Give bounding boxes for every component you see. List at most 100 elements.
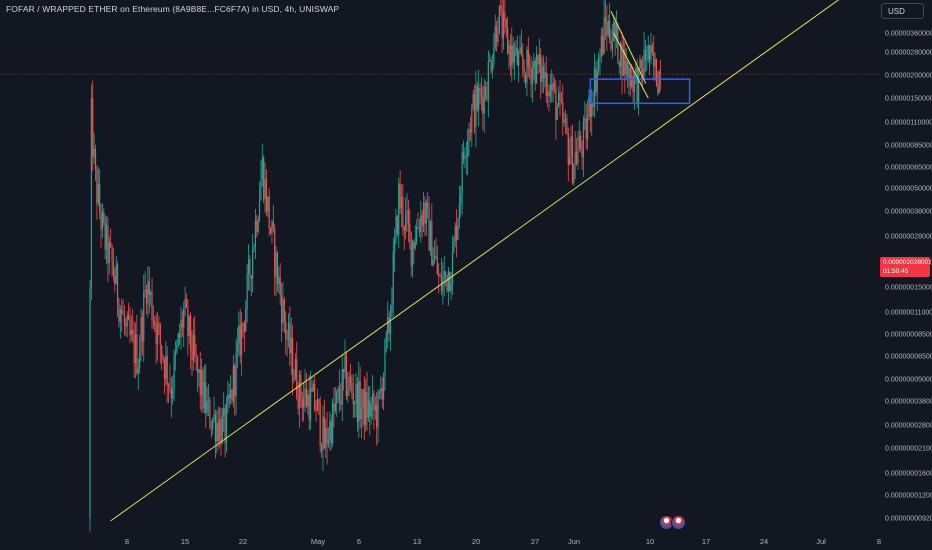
- candle-body: [272, 221, 274, 229]
- candle-body: [297, 397, 299, 409]
- candle-body: [305, 388, 307, 407]
- candle-body: [362, 389, 364, 409]
- candle-body: [300, 375, 302, 400]
- candle-body: [319, 403, 321, 446]
- candle-body: [235, 350, 237, 397]
- candle-body: [108, 242, 110, 263]
- candle-body: [218, 419, 221, 441]
- candle-body: [345, 355, 347, 397]
- candle-body: [556, 107, 558, 121]
- candle-body: [538, 54, 540, 65]
- candle-body: [613, 21, 615, 42]
- x-tick-label: 6: [357, 537, 361, 546]
- candle-body: [336, 391, 338, 404]
- x-tick-label: Jun: [568, 537, 580, 546]
- candle-body: [101, 211, 104, 230]
- candle-body: [323, 416, 325, 448]
- candle-body: [435, 255, 437, 258]
- candle-body: [549, 84, 551, 97]
- candle-body: [622, 49, 625, 77]
- candle-body: [564, 118, 567, 121]
- x-tick-label: 8: [125, 537, 129, 546]
- candle-body: [518, 53, 520, 66]
- candle-body: [588, 96, 590, 117]
- candle-body: [358, 381, 360, 422]
- candle-body: [575, 152, 578, 164]
- candle-body: [486, 97, 488, 100]
- candle-body: [545, 72, 547, 97]
- candle-body: [121, 309, 123, 314]
- candle-body: [484, 86, 487, 98]
- candle-body: [298, 375, 301, 409]
- candle-body: [421, 215, 423, 226]
- x-axis[interactable]: 8 15 22 May 6 13 20 27 Jun 10 17 24 Jul 8: [125, 537, 881, 546]
- candle-body: [257, 220, 259, 233]
- candle-body: [611, 41, 613, 50]
- candle-body: [289, 323, 291, 354]
- candle-body: [290, 337, 292, 354]
- candle-body: [395, 216, 397, 240]
- candle-body: [621, 43, 623, 77]
- candle-body: [643, 49, 645, 77]
- candle-body: [513, 53, 516, 63]
- candle-body: [577, 149, 579, 164]
- candle-body: [422, 202, 425, 226]
- candle-body: [314, 383, 316, 410]
- candle-body: [198, 369, 200, 374]
- candle-body: [347, 390, 349, 397]
- candle-body: [573, 164, 575, 183]
- candle-body: [602, 35, 604, 54]
- candle-body: [326, 427, 328, 445]
- candle-body: [245, 309, 247, 332]
- candles-layer: [89, 0, 662, 532]
- candle-body: [125, 324, 127, 327]
- candle-body: [487, 61, 489, 100]
- candle-body: [224, 408, 226, 443]
- candle-body: [624, 49, 626, 75]
- candle-body: [657, 85, 659, 94]
- candle-body: [385, 332, 387, 340]
- candle-body: [432, 260, 434, 266]
- candle-body: [483, 86, 485, 114]
- candle-body: [559, 92, 561, 101]
- candle-body: [367, 400, 370, 419]
- candle-body: [626, 61, 629, 77]
- candle-body: [562, 102, 564, 123]
- candle-body: [223, 408, 225, 417]
- candle-body: [653, 52, 655, 67]
- us-flag-icon[interactable]: [671, 515, 686, 530]
- candle-body: [172, 390, 174, 399]
- candle-body: [283, 299, 285, 322]
- candle-body: [635, 67, 637, 72]
- candle-body: [569, 156, 571, 165]
- candle-body: [322, 416, 324, 451]
- candle-body: [242, 322, 244, 324]
- candle-body: [285, 321, 287, 339]
- candle-body: [344, 355, 346, 373]
- candle-body: [398, 183, 400, 235]
- candle-body: [315, 409, 317, 411]
- candle-body: [607, 21, 609, 36]
- candle-body: [165, 355, 167, 379]
- candle-body: [201, 369, 203, 396]
- candle-body: [442, 278, 444, 292]
- candle-body: [431, 221, 433, 266]
- candle-body: [220, 419, 222, 444]
- candle-body: [166, 355, 168, 385]
- candle-body: [143, 291, 145, 342]
- economic-event-markers[interactable]: [659, 515, 686, 530]
- candle-body: [606, 22, 608, 36]
- candle-body: [318, 399, 320, 404]
- candle-body: [249, 259, 251, 276]
- candle-body: [465, 155, 467, 157]
- candle-body: [389, 312, 392, 334]
- candle-body: [264, 178, 266, 200]
- candle-body: [454, 225, 456, 242]
- candle-body: [589, 96, 591, 117]
- currency-button[interactable]: USD: [881, 3, 924, 19]
